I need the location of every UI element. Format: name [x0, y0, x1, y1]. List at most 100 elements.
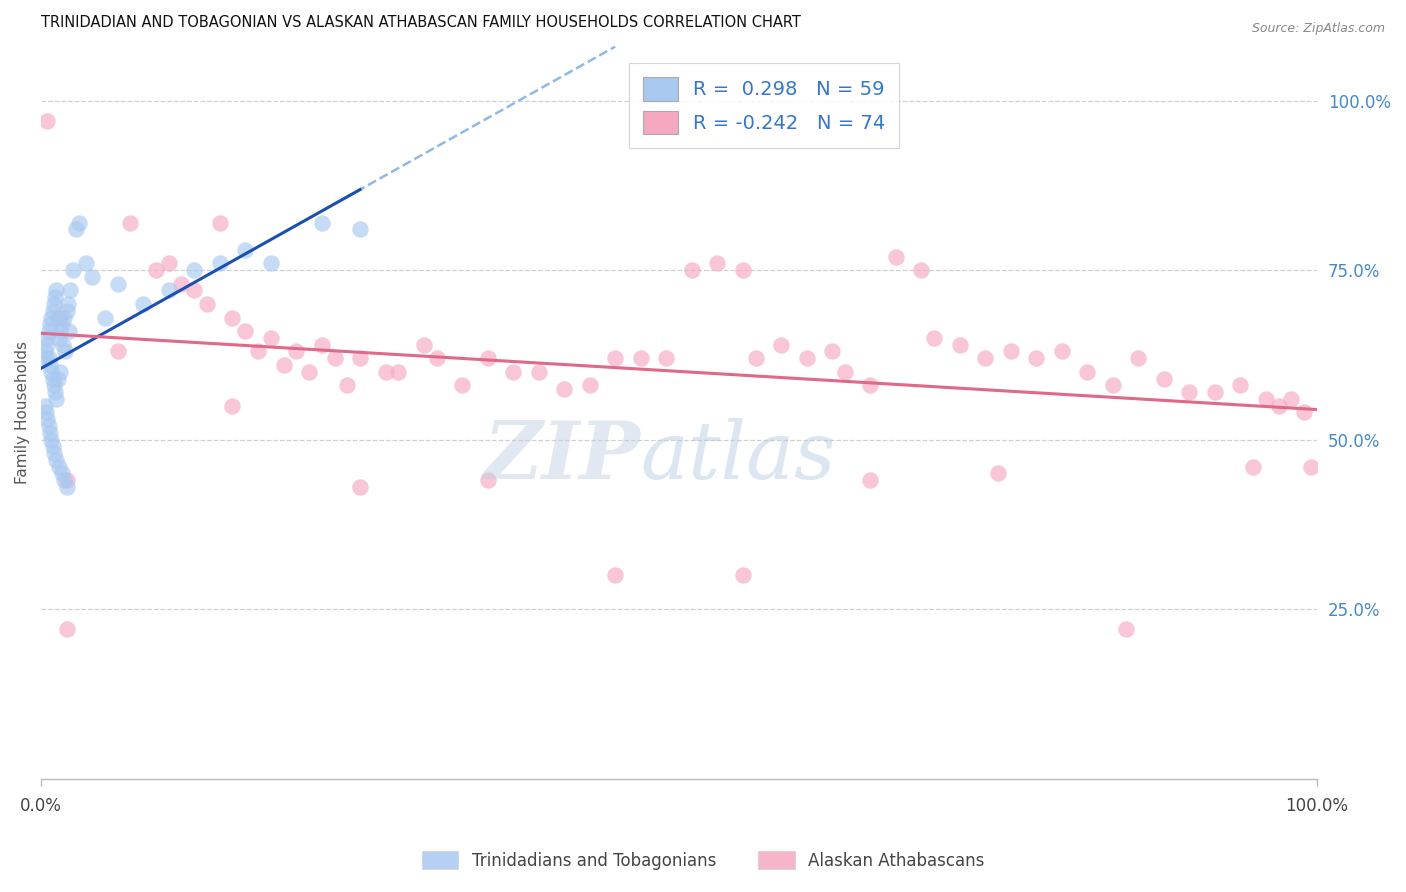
Point: [884, 250, 907, 264]
Point: [859, 473, 882, 487]
Point: [298, 365, 321, 379]
Point: [41, 303, 63, 318]
Point: [58, 324, 80, 338]
Point: [246, 344, 269, 359]
Point: [1279, 392, 1302, 406]
Point: [55, 623, 77, 637]
Point: [426, 351, 449, 366]
Point: [349, 351, 371, 366]
Point: [75, 256, 97, 270]
Point: [107, 277, 129, 291]
Point: [1204, 385, 1226, 400]
Text: atlas: atlas: [641, 417, 837, 495]
Point: [221, 399, 243, 413]
Point: [1294, 405, 1316, 419]
Point: [46, 310, 69, 325]
Point: [37, 337, 59, 351]
Point: [349, 480, 371, 494]
Point: [681, 263, 703, 277]
Point: [233, 324, 256, 338]
Point: [56, 297, 79, 311]
Point: [553, 382, 575, 396]
Point: [1128, 351, 1150, 366]
Point: [285, 344, 308, 359]
Point: [67, 216, 90, 230]
Point: [311, 216, 333, 230]
Point: [39, 318, 62, 332]
Point: [770, 337, 793, 351]
Point: [55, 480, 77, 494]
Point: [49, 365, 72, 379]
Point: [35, 405, 58, 419]
Point: [336, 378, 359, 392]
Point: [35, 351, 58, 366]
Point: [34, 399, 56, 413]
Point: [39, 310, 62, 325]
Point: [170, 277, 193, 291]
Point: [208, 216, 231, 230]
Legend: R =  0.298   N = 59, R = -0.242   N = 74: R = 0.298 N = 59, R = -0.242 N = 74: [628, 63, 898, 148]
Point: [51, 318, 73, 332]
Point: [477, 473, 499, 487]
Point: [120, 216, 142, 230]
Point: [52, 337, 75, 351]
Point: [1153, 371, 1175, 385]
Point: [655, 351, 678, 366]
Point: [1101, 378, 1123, 392]
Point: [38, 419, 60, 434]
Point: [44, 385, 66, 400]
Point: [39, 425, 62, 440]
Point: [37, 331, 59, 345]
Point: [731, 263, 754, 277]
Text: TRINIDADIAN AND TOBAGONIAN VS ALASKAN ATHABASCAN FAMILY HOUSEHOLDS CORRELATION C: TRINIDADIAN AND TOBAGONIAN VS ALASKAN AT…: [41, 15, 801, 30]
Point: [502, 365, 524, 379]
Point: [1299, 459, 1322, 474]
Point: [34, 344, 56, 359]
Point: [59, 284, 82, 298]
Point: [311, 337, 333, 351]
Point: [1229, 378, 1251, 392]
Point: [260, 331, 283, 345]
Point: [183, 284, 205, 298]
Point: [48, 459, 70, 474]
Point: [1267, 399, 1289, 413]
Point: [45, 453, 67, 467]
Point: [37, 114, 59, 128]
Point: [859, 378, 882, 392]
Point: [221, 310, 243, 325]
Point: [37, 412, 59, 426]
Point: [323, 351, 346, 366]
Point: [53, 310, 76, 325]
Point: [233, 243, 256, 257]
Point: [39, 358, 62, 372]
Point: [65, 222, 87, 236]
Point: [605, 568, 627, 582]
Point: [55, 473, 77, 487]
Point: [1115, 623, 1137, 637]
Point: [630, 351, 652, 366]
Point: [731, 568, 754, 582]
Point: [145, 263, 167, 277]
Point: [107, 344, 129, 359]
Point: [49, 310, 72, 325]
Point: [1241, 459, 1264, 474]
Point: [183, 263, 205, 277]
Point: [387, 365, 409, 379]
Point: [53, 344, 76, 359]
Point: [834, 365, 856, 379]
Point: [578, 378, 600, 392]
Point: [41, 371, 63, 385]
Point: [132, 297, 155, 311]
Point: [922, 331, 945, 345]
Point: [82, 269, 104, 284]
Point: [42, 446, 65, 460]
Point: [1076, 365, 1098, 379]
Point: [527, 365, 550, 379]
Point: [349, 222, 371, 236]
Point: [55, 303, 77, 318]
Point: [1050, 344, 1073, 359]
Point: [157, 284, 180, 298]
Point: [987, 467, 1010, 481]
Point: [477, 351, 499, 366]
Point: [45, 284, 67, 298]
